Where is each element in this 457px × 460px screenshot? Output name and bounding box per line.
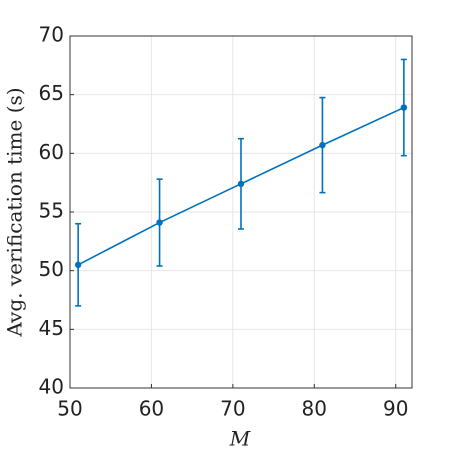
data-point [74, 261, 82, 268]
x-axis-label: M [229, 427, 251, 451]
data-point [319, 141, 326, 149]
x-tick-label: 60 [139, 397, 164, 421]
plot-frame [69, 35, 413, 389]
y-tick-label: 40 [39, 375, 64, 399]
x-tick-label: 90 [383, 397, 408, 421]
x-tick-label: 80 [302, 397, 327, 421]
data-point [156, 219, 163, 226]
y-tick-label: 45 [39, 316, 64, 340]
x-tick-label: 50 [57, 397, 82, 421]
y-tick-label: 60 [39, 140, 64, 164]
data-point [237, 180, 245, 188]
y-tick-label: 50 [39, 257, 64, 281]
y-tick-label: 55 [39, 199, 64, 223]
data-point [400, 104, 408, 111]
y-tick-label: 70 [39, 23, 64, 47]
x-tick-label: 70 [220, 397, 245, 421]
y-tick-label: 65 [39, 81, 64, 105]
y-axis-label: Avg. verification time (s) [3, 87, 27, 337]
